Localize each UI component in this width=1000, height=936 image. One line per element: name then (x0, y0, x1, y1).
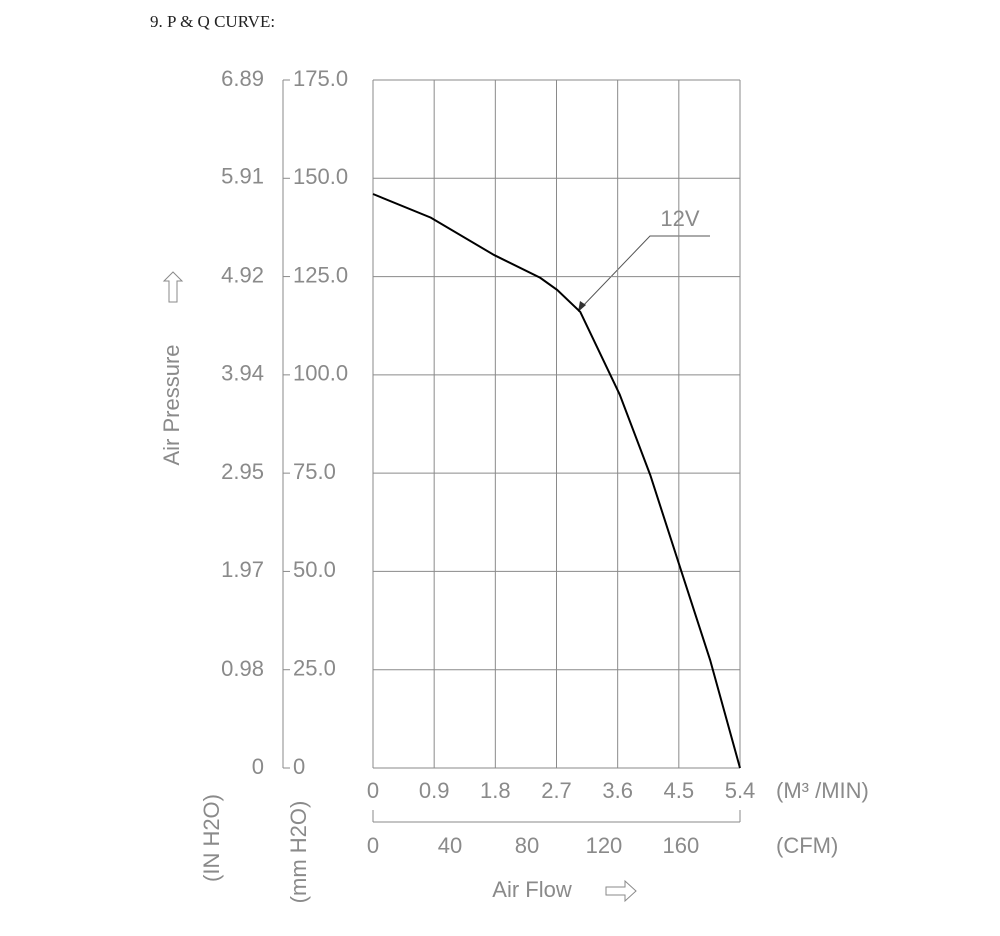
x2-tick-label: 80 (515, 833, 539, 858)
x-arrow (605, 879, 637, 903)
x2-unit: (CFM) (776, 833, 838, 858)
x-tick-label: 5.4 (725, 778, 756, 803)
x-axis-label: Air Flow (492, 877, 572, 902)
y2-tick-label: 0 (252, 754, 264, 779)
y2-unit: (IN H2O) (199, 794, 224, 882)
y2-tick-label: 4.92 (221, 263, 264, 288)
chart-title: 9. P & Q CURVE: (150, 12, 275, 31)
y-tick-label: 125.0 (293, 262, 348, 287)
y2-tick-label: 0.98 (221, 656, 264, 681)
series-label: 12V (660, 206, 699, 231)
x-tick-label: 1.8 (480, 778, 511, 803)
annotation-arrowhead (578, 301, 586, 312)
x2-tick-label: 160 (663, 833, 700, 858)
y2-tick-label: 1.97 (221, 557, 264, 582)
y-axis-label: Air Pressure (159, 344, 184, 465)
y-arrow (162, 271, 184, 303)
x-tick-label: 2.7 (541, 778, 572, 803)
y-tick-label: 50.0 (293, 557, 336, 582)
y-tick-label: 25.0 (293, 656, 336, 681)
x-unit: (M³ /MIN) (776, 778, 869, 803)
y-tick-label: 150.0 (293, 164, 348, 189)
x2-tick-label: 0 (367, 833, 379, 858)
y2-tick-label: 2.95 (221, 459, 264, 484)
y-tick-label: 0 (293, 754, 305, 779)
x-tick-label: 0.9 (419, 778, 450, 803)
series-line (372, 193, 741, 769)
y-tick-label: 75.0 (293, 459, 336, 484)
y-unit: (mm H2O) (286, 801, 311, 904)
x-tick-label: 3.6 (602, 778, 633, 803)
y-tick-label: 175.0 (293, 66, 348, 91)
y2-tick-label: 3.94 (221, 360, 264, 385)
x-tick-label: 4.5 (664, 778, 695, 803)
y-tick-label: 100.0 (293, 361, 348, 386)
y2-tick-label: 6.89 (221, 66, 264, 91)
x2-tick-label: 40 (438, 833, 462, 858)
x2-tick-label: 120 (586, 833, 623, 858)
x-tick-label: 0 (367, 778, 379, 803)
y2-tick-label: 5.91 (221, 164, 264, 189)
annotation-leader (579, 235, 710, 310)
